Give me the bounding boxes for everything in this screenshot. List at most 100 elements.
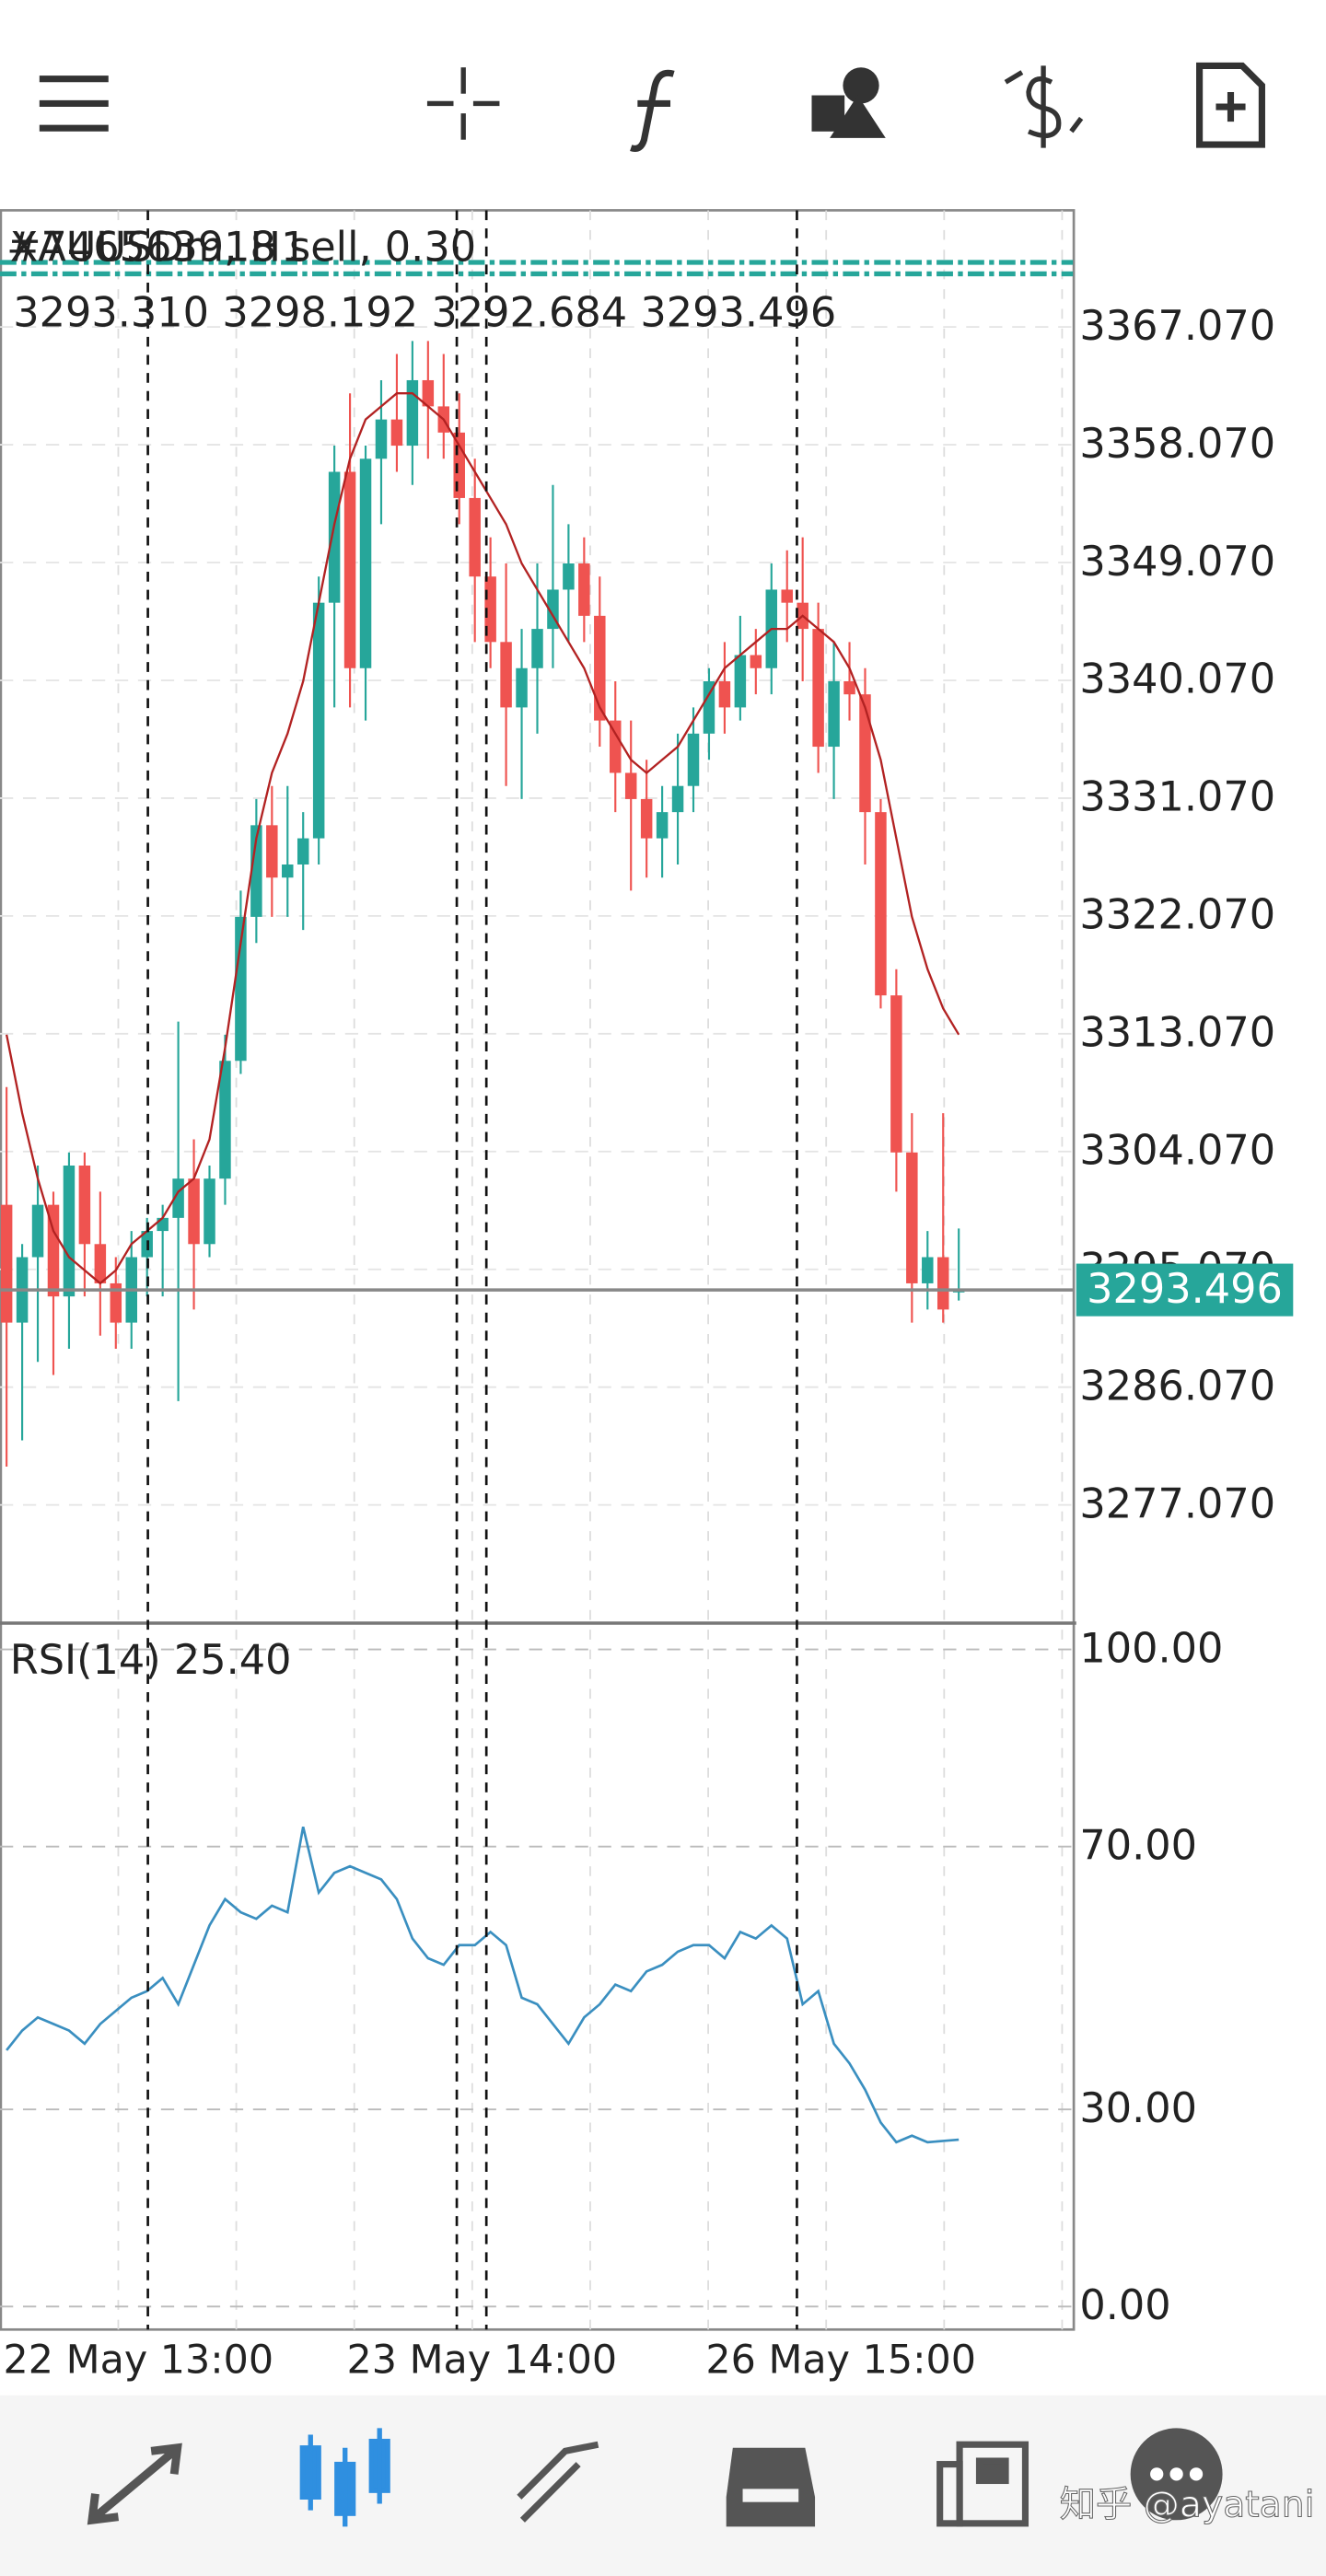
candle-body: [843, 680, 855, 695]
current-price-label: 3293.496: [1087, 1265, 1283, 1313]
y-tick-label: 3277.070: [1079, 1479, 1275, 1527]
y-tick-label: 3304.070: [1079, 1127, 1275, 1175]
candle-body: [469, 497, 481, 577]
candle-body: [78, 1165, 91, 1245]
candle-body: [531, 629, 543, 668]
ohlc-value: 3293.496: [640, 289, 836, 337]
candle-body: [594, 615, 606, 721]
candle-body: [47, 1204, 60, 1297]
candle-body: [828, 680, 840, 748]
candle-body: [375, 419, 388, 459]
candle-body: [671, 785, 684, 813]
candle-body: [312, 602, 325, 839]
candle-body: [94, 1244, 107, 1283]
candle-body: [859, 694, 871, 813]
moving-average: [5, 392, 960, 1285]
period-separators: [146, 210, 798, 2330]
trade-tab[interactable]: [517, 2441, 599, 2523]
symbol-title: XAUUSDm, H1: [10, 223, 308, 271]
y-tick-label: 3313.070: [1079, 1009, 1275, 1057]
candle-body: [640, 798, 653, 839]
quotes-tab[interactable]: [87, 2443, 182, 2525]
new-order-button[interactable]: [1196, 62, 1265, 148]
candle-body: [235, 916, 247, 1062]
y-tick-label: 100.00: [1079, 1624, 1223, 1672]
rsi-chart[interactable]: 0.00 30.00 70.00 100.00: [0, 1624, 1223, 2329]
y-tick-label: 3322.070: [1079, 891, 1275, 939]
candle-body: [750, 655, 762, 668]
candle-body: [343, 471, 356, 668]
candle-body: [63, 1165, 76, 1297]
candle-body: [656, 812, 669, 839]
candle-body: [328, 471, 341, 603]
x-tick-label: 22 May 13:00: [4, 2337, 274, 2383]
candle-body: [219, 1061, 231, 1179]
y-tick-label: 3286.070: [1079, 1362, 1275, 1410]
candle-body: [359, 458, 372, 668]
crosshair-button[interactable]: [426, 67, 500, 140]
rsi-title: RSI(14) 25.40: [10, 1636, 292, 1684]
candle-body: [936, 1257, 949, 1310]
watermark: 知乎 @ayatani: [1060, 2485, 1315, 2526]
ohlc-value: 3298.192: [222, 289, 418, 337]
candle-body: [453, 432, 465, 498]
y-tick-label: 3358.070: [1079, 420, 1275, 468]
candle-body: [157, 1217, 169, 1232]
news-tab[interactable]: [936, 2441, 1029, 2527]
y-tick-label: 3331.070: [1079, 773, 1275, 821]
candle-body: [781, 589, 793, 603]
history-tab[interactable]: [726, 2447, 816, 2527]
candle-body: [578, 563, 590, 616]
price-chart[interactable]: 3277.0703286.0703295.0703304.0703313.070…: [0, 260, 1294, 2383]
y-tick-label: 3349.070: [1079, 538, 1275, 586]
candle-body: [734, 655, 747, 708]
trade-button[interactable]: [1004, 65, 1084, 148]
candle-body: [687, 733, 700, 786]
candle-body: [875, 812, 887, 996]
candle-body: [282, 864, 294, 878]
order-label: #746563918 sell, 0.30: [6, 223, 476, 271]
ohlc-info: 3293.310 3298.192 3292.684 3293.496: [13, 289, 836, 337]
candle-body: [563, 563, 575, 590]
candle-body: [812, 629, 824, 748]
candle-body: [204, 1178, 215, 1245]
candle-body: [266, 825, 278, 878]
rsi-line: [6, 1826, 960, 2144]
top-toolbar: [39, 62, 1265, 152]
candle-body: [610, 720, 622, 773]
candle-body: [250, 825, 262, 917]
candle-body: [31, 1204, 44, 1258]
candle-body: [922, 1257, 934, 1283]
messages-tab[interactable]: [1130, 2428, 1223, 2521]
candle-body: [110, 1282, 122, 1323]
ohlc-value: 3293.310: [13, 289, 209, 337]
current-price-box: [1076, 1263, 1294, 1317]
candle-body: [0, 1204, 13, 1323]
x-tick-label: 26 May 15:00: [705, 2337, 976, 2383]
candle-body: [890, 995, 902, 1153]
candle-body: [406, 379, 419, 447]
candle-body: [390, 419, 403, 447]
candle-body: [422, 379, 435, 407]
x-tick-label: 23 May 14:00: [347, 2337, 618, 2383]
candle-body: [906, 1152, 918, 1283]
bottom-nav: [0, 2395, 1326, 2576]
candle-body: [718, 680, 731, 708]
candle-body: [703, 680, 715, 734]
chart-tab[interactable]: [299, 2428, 390, 2527]
candle-body: [188, 1178, 200, 1245]
ohlc-value: 3292.684: [431, 289, 627, 337]
y-tick-label: 70.00: [1079, 1821, 1197, 1869]
indicators-button[interactable]: [630, 69, 675, 152]
y-tick-label: 0.00: [1079, 2281, 1170, 2329]
candle-body: [624, 772, 637, 799]
candle-body: [500, 642, 512, 708]
menu-button[interactable]: [39, 75, 109, 132]
y-tick-label: 3340.070: [1079, 656, 1275, 703]
candle-body: [516, 667, 528, 708]
objects-button[interactable]: [811, 67, 886, 138]
y-tick-label: 3367.070: [1079, 302, 1275, 350]
candle-body: [297, 838, 309, 865]
